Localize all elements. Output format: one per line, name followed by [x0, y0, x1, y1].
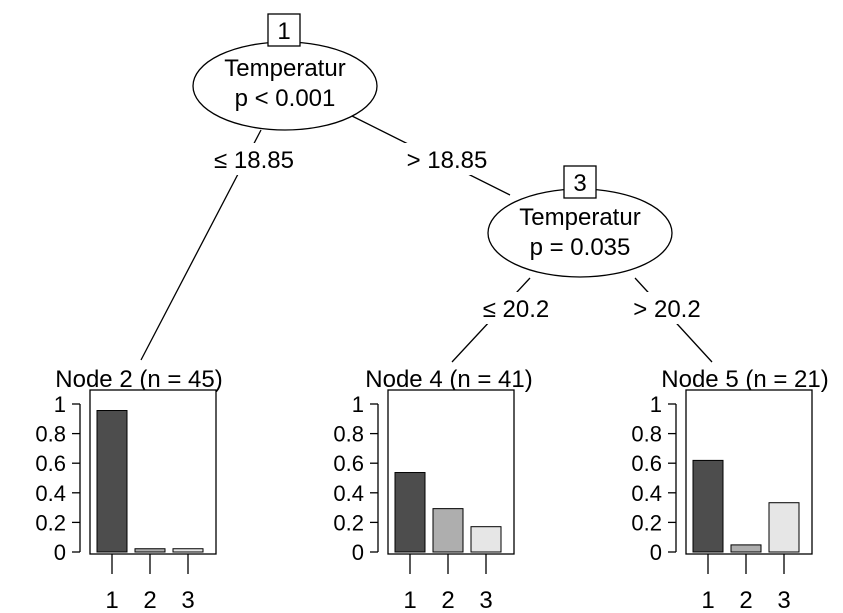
- terminal-title-2: Node 2 (n = 45): [55, 366, 222, 393]
- bar-class-2: [134, 548, 166, 553]
- bar-class-2: [432, 508, 464, 553]
- y-tick-label: 0: [352, 540, 364, 565]
- y-tick-label: 0.8: [631, 422, 662, 447]
- y-tick-label: 0.8: [333, 422, 364, 447]
- y-tick-label: 1: [352, 392, 364, 417]
- inner-node-1: 1 Temperatur p < 0.001: [192, 13, 378, 131]
- terminal-title-5: Node 5 (n = 21): [661, 366, 828, 393]
- y-tick-label: 0: [54, 540, 66, 565]
- x-tick-label: 1: [403, 587, 416, 613]
- x-tick-label: 1: [105, 587, 118, 613]
- y-tick-label: 0.2: [631, 510, 662, 535]
- bar-class-1: [692, 459, 724, 553]
- bar-class-3: [768, 502, 800, 553]
- y-tick-label: 0.4: [35, 481, 66, 506]
- x-tick-label: 2: [441, 587, 454, 613]
- y-tick-label: 0.2: [35, 510, 66, 535]
- x-tick-label: 3: [181, 587, 194, 613]
- y-tick-label: 0: [650, 540, 662, 565]
- terminal-node-2: Node 2 (n = 45) 00.20.40.60.811 2 3: [35, 366, 222, 613]
- y-tick-label: 0.6: [631, 451, 662, 476]
- bar-class-3: [470, 526, 502, 553]
- node-id-3: 3: [573, 170, 586, 197]
- node-pvalue-1: p < 0.001: [235, 85, 336, 112]
- edge-label-3-5: > 20.2: [633, 296, 700, 323]
- terminal-title-4: Node 4 (n = 41): [365, 366, 532, 393]
- x-tick-label: 2: [739, 587, 752, 613]
- node-variable-1: Temperatur: [224, 55, 345, 82]
- x-tick-label: 1: [701, 587, 714, 613]
- bar-class-2: [730, 544, 762, 553]
- node-id-1: 1: [277, 18, 290, 45]
- inner-node-3: 3 Temperatur p = 0.035: [487, 165, 673, 278]
- y-tick-label: 0.4: [631, 481, 662, 506]
- edge-label-1-3: > 18.85: [407, 147, 488, 174]
- y-tick-label: 1: [54, 392, 66, 417]
- y-tick-label: 0.8: [35, 422, 66, 447]
- node-pvalue-3: p = 0.035: [530, 234, 631, 261]
- y-tick-label: 0.4: [333, 481, 364, 506]
- y-tick-label: 0.6: [35, 451, 66, 476]
- x-tick-label: 2: [143, 587, 156, 613]
- x-tick-label: 3: [777, 587, 790, 613]
- bar-class-3: [172, 548, 204, 553]
- node-variable-3: Temperatur: [519, 204, 640, 231]
- terminal-node-5: Node 5 (n = 21) 00.20.40.60.811 2 3: [631, 366, 828, 613]
- y-tick-label: 0.6: [333, 451, 364, 476]
- bar-class-1: [96, 410, 128, 553]
- y-tick-label: 0.2: [333, 510, 364, 535]
- edge-label-1-2: ≤ 18.85: [214, 147, 294, 174]
- x-tick-label: 3: [479, 587, 492, 613]
- terminal-node-4: Node 4 (n = 41) 00.20.40.60.811 2 3: [333, 366, 532, 613]
- edge-label-3-4: ≤ 20.2: [483, 296, 550, 323]
- y-tick-label: 1: [650, 392, 662, 417]
- bar-class-1: [394, 472, 426, 553]
